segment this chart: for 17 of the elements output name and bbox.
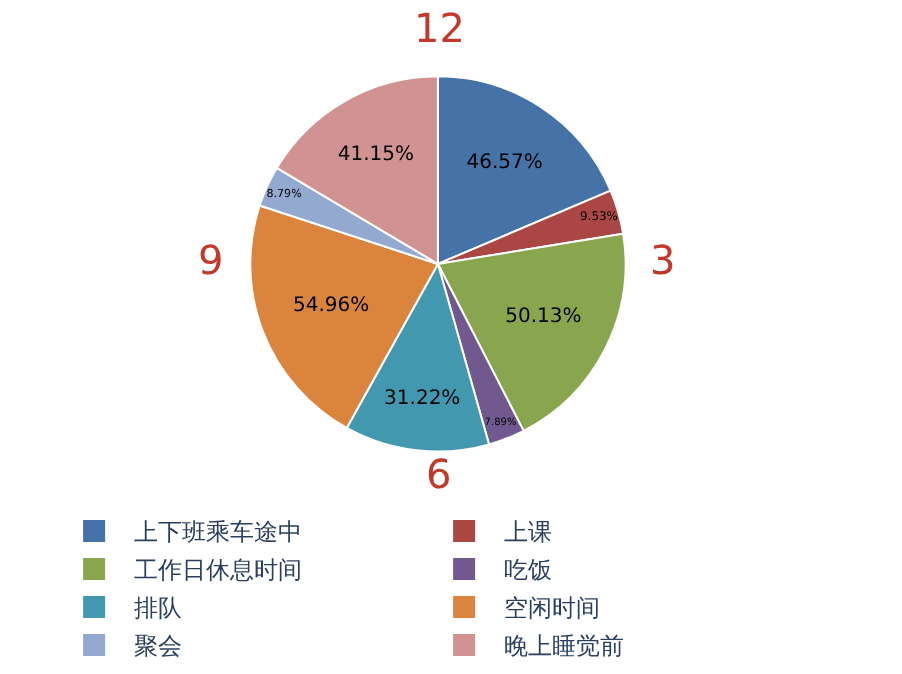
legend-label: 空闲时间 (504, 594, 601, 623)
text: 6 (426, 450, 452, 498)
data-label: 41.15% (337, 143, 415, 166)
legend-label: 上课 (504, 518, 553, 547)
legend-label: 聚会 (134, 632, 183, 661)
legend-label: 晚上睡觉前 (504, 632, 625, 661)
legend-label: 上下班乘车途中 (134, 518, 303, 547)
data-label: 50.13% (505, 306, 582, 329)
data-label: 31.22% (384, 387, 461, 410)
legend-label: 排队 (134, 594, 183, 623)
data-label: 54.96% (293, 294, 370, 317)
text: 3 (650, 236, 676, 284)
legend-label: 工作日休息时间 (134, 556, 303, 585)
legend-label: 吃饭 (504, 556, 553, 585)
text: 12 (414, 4, 465, 52)
text: 9 (198, 236, 224, 284)
data-label: 46.57% (466, 152, 543, 175)
